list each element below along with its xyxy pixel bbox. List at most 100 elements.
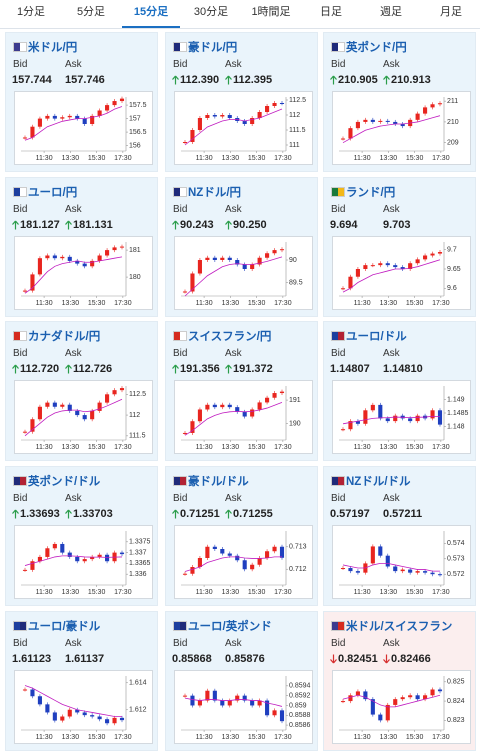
ask-label: Ask	[65, 204, 82, 215]
ask-label: Ask	[225, 493, 242, 504]
candle	[430, 572, 435, 575]
pair-name[interactable]: NZドル/円	[188, 187, 242, 199]
candle	[75, 410, 80, 416]
bid-label: Bid	[173, 59, 188, 70]
x-tick-label: 11:30	[354, 155, 371, 162]
x-tick-label: 13:30	[62, 734, 80, 741]
pair-name[interactable]: ユーロ/英ポンド	[188, 621, 272, 633]
ask-label: Ask	[383, 493, 400, 504]
tab[interactable]: 5分足	[76, 6, 106, 18]
candle	[257, 402, 262, 410]
arrow-path	[172, 509, 179, 519]
pair-name[interactable]: ユーロ/豪ドル	[28, 621, 101, 633]
y-tick-label: 111	[289, 142, 300, 149]
moving-average	[184, 697, 283, 707]
tab[interactable]: 15分足	[122, 0, 180, 28]
bid-value: 0.71251	[180, 508, 220, 520]
candle	[250, 700, 255, 706]
trend-arrow	[172, 509, 179, 519]
ask-value: 157.746	[65, 74, 105, 86]
candle	[370, 546, 375, 564]
currency-card[interactable]: カナダドル/円 Bid Ask 112.720 112.726 112.5 112 111.5…	[5, 321, 158, 461]
flag	[331, 476, 345, 486]
x-tick-label: 17:30	[274, 444, 292, 451]
pair-name[interactable]: ユーロ/円	[28, 187, 78, 199]
tab[interactable]: 1分足	[16, 6, 46, 18]
candle	[355, 571, 360, 573]
x-tick-label: 15:30	[406, 300, 424, 307]
candle	[363, 265, 368, 269]
moving-average	[184, 256, 283, 297]
moving-average	[24, 555, 123, 566]
candle	[227, 115, 232, 118]
moving-average	[24, 106, 123, 141]
pair-name[interactable]: カナダドル/円	[28, 331, 101, 343]
pair-name[interactable]: 豪ドル/円	[188, 42, 238, 54]
pair-name[interactable]: 米ドル/円	[28, 42, 78, 54]
x-tick-label: 17:30	[114, 734, 132, 741]
arrow-path	[65, 509, 72, 519]
tab[interactable]: 30分足	[193, 6, 229, 18]
pair-name[interactable]: 豪ドル/ドル	[188, 476, 249, 488]
x-tick-label: 13:30	[380, 300, 398, 307]
tab[interactable]: 月足	[440, 6, 462, 18]
currency-card[interactable]: スイスフラン/円 Bid Ask 191.356 191.372 191 190 11:30 1…	[165, 321, 318, 461]
arrow-path	[330, 654, 337, 664]
x-tick-label: 13:30	[380, 155, 398, 162]
ask-label: Ask	[225, 348, 242, 359]
flag	[173, 621, 187, 631]
candle	[190, 130, 195, 142]
tab[interactable]: 1時間足	[251, 6, 291, 18]
currency-card[interactable]: NZドル/円 Bid Ask 90.243 90.250 90 89.5 11:30 13:30…	[165, 177, 318, 317]
bid-label: Bid	[331, 638, 346, 649]
candle	[415, 415, 420, 422]
currency-card[interactable]: 豪ドル/ドル Bid Ask 0.71251 0.71255 0.713 0.712 11:3…	[165, 466, 318, 606]
trend-arrow	[225, 75, 232, 85]
candle	[60, 716, 65, 721]
candle	[212, 404, 217, 408]
currency-card[interactable]: ユーロ/英ポンド Bid Ask 0.85868 0.85876 0.8594 0.8592…	[165, 611, 318, 751]
mini-chart: 112.5 112 111.5 111 11:30 13:30 15:30 17:30	[174, 91, 313, 165]
candle	[437, 103, 443, 105]
currency-card[interactable]: ランド/円 Bid Ask 9.694 9.703 9.7 9.65 9.6 11:30 13:3…	[323, 177, 476, 317]
y-tick-label: 90	[289, 257, 297, 264]
bid-value: 1.33693	[20, 508, 60, 520]
y-tick-label: 0.573	[447, 556, 465, 563]
candle	[119, 717, 125, 721]
currency-card[interactable]: 英ポンド/ドル Bid Ask 1.33693 1.33703 1.3375 1.337 1.…	[5, 466, 158, 606]
mini-chart: 211 210 209 11:30 13:30 15:30 17:30	[332, 91, 471, 165]
currency-card[interactable]: NZドル/ドル Bid Ask 0.57197 0.57211 0.574 0.573 0.5…	[323, 466, 476, 606]
candle	[119, 388, 125, 391]
pair-name[interactable]: スイスフラン/円	[188, 331, 272, 343]
currency-card[interactable]: 英ポンド/円 Bid Ask 210.905 210.913 211 210 209 11:30…	[323, 32, 476, 172]
candle	[348, 276, 353, 289]
candle	[400, 697, 405, 700]
candle	[340, 701, 346, 703]
x-tick-label: 15:30	[406, 734, 424, 741]
currency-card[interactable]: ユーロ/円 Bid Ask 181.127 181.131 181 180 11:30 13:3…	[5, 177, 158, 317]
trend-arrow	[225, 220, 232, 230]
x-tick-label: 15:30	[248, 734, 266, 741]
currency-card[interactable]: 米ドル/円 Bid Ask 157.744 157.746 157.5 157 156.5 15…	[5, 32, 158, 172]
tab[interactable]: 週足	[380, 6, 402, 18]
currency-card[interactable]: 米ドル/スイスフラン Bid Ask 0.82451 0.82466 0.825 0.824…	[323, 611, 476, 751]
currency-card[interactable]: ユーロ/豪ドル Bid Ask 1.61123 1.61137 1.614 1.612 11:…	[5, 611, 158, 751]
pair-name[interactable]: 米ドル/スイスフラン	[346, 621, 453, 633]
candle	[408, 263, 413, 269]
mini-chart: 1.614 1.612 11:30 13:30 15:30 17:30	[14, 670, 153, 744]
mini-chart: 1.3375 1.337 1.3365 1.336 11:30 13:30 15:30 17:…	[14, 525, 153, 599]
pair-name[interactable]: NZドル/ドル	[346, 476, 411, 488]
mini-chart: 181 180 11:30 13:30 15:30 17:30	[14, 236, 153, 310]
tab[interactable]: 日足	[320, 6, 342, 18]
x-tick-label: 17:30	[274, 300, 292, 307]
mini-chart: 90 89.5 11:30 13:30 15:30 17:30	[174, 236, 313, 310]
currency-card[interactable]: 豪ドル/円 Bid Ask 112.390 112.395 112.5 112 111.5 11…	[165, 32, 318, 172]
currency-card[interactable]: ユーロ/ドル Bid Ask 1.14807 1.14810 1.149 1.1485 1.1…	[323, 321, 476, 461]
pair-name[interactable]: ユーロ/ドル	[346, 331, 407, 343]
y-tick-label: 157.5	[129, 102, 147, 109]
pair-name[interactable]: 英ポンド/円	[346, 42, 407, 54]
pair-name[interactable]: ランド/円	[346, 187, 396, 199]
candle	[423, 107, 428, 114]
pair-name[interactable]: 英ポンド/ドル	[28, 476, 101, 488]
bid-label: Bid	[13, 59, 28, 70]
